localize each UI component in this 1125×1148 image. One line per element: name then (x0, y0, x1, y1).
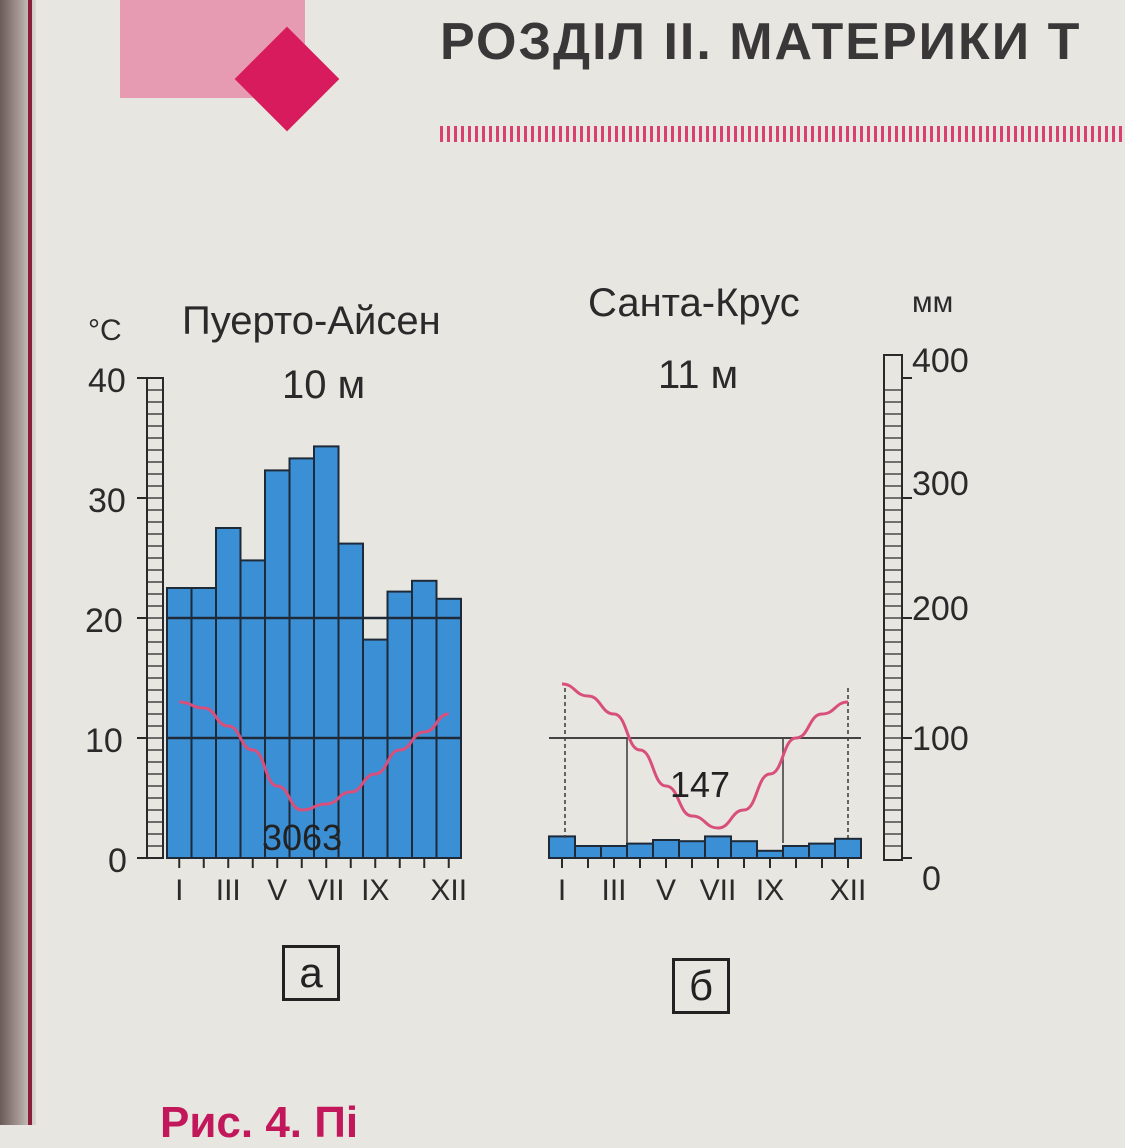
precipitation-unit-label: мм (912, 286, 953, 319)
temperature-ruler-ticks (137, 377, 163, 859)
chart-a-temperature-line (179, 700, 449, 812)
precipitation-bar-XI (808, 842, 836, 859)
month-tick-label: XII (830, 874, 867, 907)
month-tick-label: V (656, 874, 676, 907)
panel-label-a: а (282, 945, 340, 1001)
chart-b-temperature-line (561, 682, 849, 830)
chart-a-annual-total: 3063 (262, 817, 342, 858)
precipitation-bar-XII (435, 597, 462, 859)
chart-b-title: Санта-Крус (588, 281, 800, 325)
precipitation-bar-IX (362, 638, 389, 859)
precipitation-bar-VII (313, 445, 340, 859)
figure-caption-fragment: Рис. 4. Пі (160, 1098, 359, 1147)
precipitation-bar-VIII (337, 542, 364, 859)
precip-tick-label: 0 (922, 860, 941, 898)
month-tick-label: V (267, 874, 287, 907)
chart-a-reference-lines (167, 616, 461, 740)
chart-a: Пуерто-Айсен 10 м 3063 I III V VII IX XII (166, 299, 467, 907)
chart-b: Санта-Крус 11 м 147 I III V VII IX XII (548, 281, 867, 907)
temperature-axis: °C 40 30 20 10 0 (85, 314, 164, 880)
precip-tick-label: 400 (912, 342, 969, 380)
precipitation-bar-II (574, 845, 602, 859)
chart-a-bars (166, 445, 462, 860)
precipitation-ruler-ticks (884, 377, 912, 859)
precipitation-bar-VII (704, 835, 732, 860)
precipitation-bar-VI (678, 840, 706, 860)
month-tick-label: IX (756, 874, 784, 907)
temp-tick-label: 10 (85, 722, 123, 760)
temp-tick-label: 20 (85, 602, 123, 640)
precipitation-bar-III (600, 845, 628, 859)
precipitation-bar-II (190, 587, 217, 859)
chart-a-elevation: 10 м (282, 363, 365, 407)
month-tick-label: XII (430, 874, 467, 907)
panel-label-b: б (672, 958, 730, 1014)
section-title: РОЗДІЛ ІІ. МАТЕРИКИ Т (440, 13, 1082, 71)
precip-tick-label: 300 (912, 465, 969, 503)
precipitation-bar-III (215, 527, 242, 859)
precipitation-bar-I (166, 587, 193, 859)
month-tick-label: I (175, 874, 183, 907)
chart-a-title: Пуерто-Айсен (182, 299, 441, 343)
precipitation-bar-VIII (730, 840, 758, 860)
precipitation-axis-ruler (883, 354, 903, 861)
chart-a-month-ticks: I III V VII IX XII (175, 858, 467, 907)
climate-charts: °C 40 30 20 10 0 мм 400 300 200 100 0 Пу… (85, 281, 969, 907)
precip-tick-label: 200 (912, 590, 969, 628)
temp-tick-label: 30 (88, 482, 126, 520)
month-tick-label: VII (308, 874, 345, 907)
temperature-unit-label: °C (88, 314, 122, 347)
chart-b-bars (548, 835, 862, 860)
precipitation-bar-X (386, 590, 413, 859)
month-tick-label: IX (361, 874, 389, 907)
precip-tick-label: 100 (912, 720, 969, 758)
precipitation-bar-V (652, 839, 680, 859)
precipitation-bar-XII (834, 837, 862, 859)
precipitation-bar-IV (239, 559, 266, 860)
month-tick-label: I (558, 874, 566, 907)
header-rule (440, 126, 1125, 142)
precipitation-bar-V (264, 469, 291, 859)
temp-tick-label: 40 (88, 362, 126, 400)
precipitation-bar-XI (411, 579, 438, 859)
page-edge-stripe (28, 0, 32, 1125)
temp-tick-label: 0 (108, 842, 127, 880)
chart-b-elevation: 11 м (658, 353, 738, 397)
chart-b-annual-total: 147 (670, 764, 730, 805)
precipitation-bar-I (548, 835, 576, 860)
precipitation-bar-IX (756, 849, 784, 859)
chart-b-dry-period-lines (549, 688, 861, 843)
chart-b-month-ticks: I III V VII IX XII (558, 858, 867, 907)
precipitation-axis: мм 400 300 200 100 0 (883, 286, 969, 898)
precipitation-bar-X (782, 845, 810, 859)
precipitation-bar-IV (626, 842, 654, 859)
precipitation-bar-VI (288, 457, 315, 859)
month-tick-label: III (216, 874, 241, 907)
month-tick-label: III (601, 874, 626, 907)
month-tick-label: VII (700, 874, 737, 907)
